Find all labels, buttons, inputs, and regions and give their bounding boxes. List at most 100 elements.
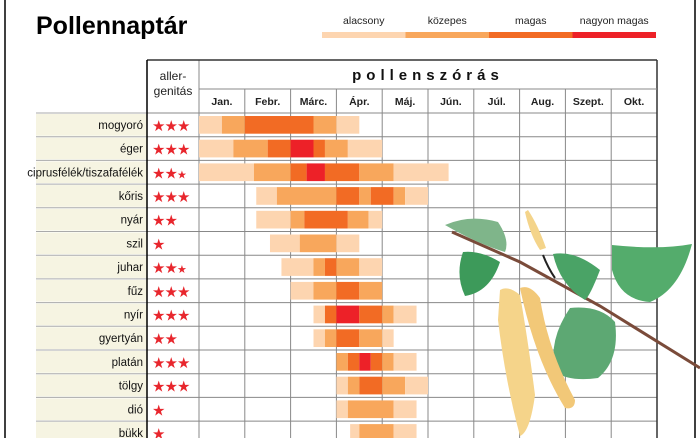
star-icon: ★ bbox=[177, 142, 190, 159]
pollen-bar-mid bbox=[347, 376, 360, 395]
label-cell-bg bbox=[36, 232, 147, 255]
pollen-bar-low bbox=[405, 376, 428, 395]
pollen-bar-low bbox=[269, 234, 300, 253]
pollen-bar-low bbox=[393, 400, 417, 419]
star-icon: ★ bbox=[165, 331, 178, 348]
pollen-bar-mid bbox=[359, 187, 371, 205]
star-icon: ★ bbox=[165, 213, 178, 230]
pollen-bar-mid bbox=[299, 234, 337, 253]
plant-name: gyertyán bbox=[99, 333, 143, 345]
pollen-bar-mid bbox=[359, 163, 394, 182]
pollen-bar-low bbox=[347, 139, 383, 158]
month-label: Jan. bbox=[211, 96, 232, 108]
pollen-bar-low bbox=[199, 116, 222, 134]
star-icon: ★ bbox=[152, 402, 165, 419]
pollen-bar-low bbox=[290, 281, 314, 300]
pollen-bar-high bbox=[304, 210, 348, 229]
star-icon: ★ bbox=[152, 213, 165, 230]
pollen-bar-mid bbox=[313, 258, 325, 276]
pollen-bar-mid bbox=[324, 329, 337, 347]
birch-branch-illustration bbox=[445, 210, 700, 436]
star-icon: ★ bbox=[152, 165, 165, 182]
month-label: Aug. bbox=[531, 96, 554, 108]
plant-name: platán bbox=[112, 357, 143, 369]
legend-label-low: alacsony bbox=[343, 15, 385, 27]
plant-name: tölgy bbox=[119, 381, 144, 393]
legend-swatch-high bbox=[489, 32, 573, 38]
allergen-header-2: genitás bbox=[154, 84, 193, 98]
label-cell-bg bbox=[36, 208, 147, 231]
pollen-bar-low bbox=[393, 424, 417, 438]
pollen-bar-low bbox=[256, 210, 291, 229]
pollen-bar-high bbox=[313, 139, 325, 158]
pollen-bar-mid bbox=[393, 187, 406, 205]
pollen-bar-very bbox=[306, 163, 325, 182]
pollen-bar-mid bbox=[290, 210, 305, 229]
plant-name: szil bbox=[126, 238, 143, 250]
star-icon: ★ bbox=[165, 260, 178, 277]
pollen-bar-mid bbox=[359, 424, 394, 438]
pollen-bar-low bbox=[336, 234, 360, 253]
label-cell-bg bbox=[36, 398, 147, 421]
month-label: Júl. bbox=[488, 96, 506, 108]
bars bbox=[199, 116, 449, 438]
label-cell-bg bbox=[36, 327, 147, 349]
grid: aller-genitás pollenszórás Jan. Febr. Márc. Á… bbox=[36, 59, 658, 438]
legend-swatch-mid bbox=[405, 32, 489, 38]
pollen-bar-mid bbox=[336, 353, 348, 371]
legend-swatch-very bbox=[572, 32, 656, 38]
pollen-bar-low bbox=[336, 116, 360, 134]
pollen-bar-high bbox=[290, 163, 307, 182]
label-cell-bg bbox=[36, 422, 147, 438]
star-icon: ★ bbox=[165, 284, 178, 301]
pollen-bar-low bbox=[336, 376, 348, 395]
legend-swatch-low bbox=[322, 32, 406, 38]
pollen-bar-low bbox=[359, 258, 383, 276]
plant-name: nyár bbox=[121, 215, 144, 227]
pollen-bar-mid bbox=[382, 353, 394, 371]
month-label: Febr. bbox=[255, 96, 280, 108]
star-icon: ★ bbox=[152, 331, 165, 348]
pollen-bar-high bbox=[347, 353, 360, 371]
star-icon: ★ bbox=[165, 189, 178, 206]
month-label: Ápr. bbox=[349, 95, 370, 108]
pollen-bar-low bbox=[336, 400, 348, 419]
pollen-bar-low bbox=[405, 187, 428, 205]
star-icon: ★ bbox=[152, 142, 165, 159]
label-cell-bg bbox=[36, 303, 147, 326]
star-icon: ★ bbox=[165, 355, 178, 372]
month-label: Máj. bbox=[395, 96, 416, 108]
star-icon: ★ bbox=[152, 284, 165, 301]
pollen-bar-mid bbox=[313, 281, 337, 300]
month-label: Okt. bbox=[624, 96, 645, 108]
pollen-bar-high bbox=[359, 305, 383, 324]
plant-name: nyír bbox=[124, 309, 143, 321]
star-icon: ★ bbox=[152, 189, 165, 206]
pollen-bar-high bbox=[359, 376, 383, 395]
pollen-bar-low bbox=[393, 305, 417, 324]
pollen-bar-very bbox=[359, 353, 371, 371]
pollen-bar-high bbox=[370, 353, 383, 371]
half-star-icon: ★ bbox=[177, 169, 187, 181]
star-icon: ★ bbox=[152, 260, 165, 277]
pollen-bar-low bbox=[393, 353, 417, 371]
label-cell-bg bbox=[36, 374, 147, 397]
star-icon: ★ bbox=[152, 118, 165, 135]
label-cell-bg bbox=[36, 185, 147, 207]
pollen-bar-low bbox=[382, 329, 394, 347]
plant-name: fűz bbox=[128, 286, 144, 298]
pollen-bar-low bbox=[199, 163, 254, 182]
pollen-bar-mid bbox=[359, 329, 383, 347]
star-icon: ★ bbox=[152, 426, 165, 438]
pollen-bar-mid bbox=[313, 116, 337, 134]
star-icon: ★ bbox=[165, 142, 178, 159]
month-label: Szept. bbox=[573, 96, 604, 108]
chart-title: Pollennaptár bbox=[36, 12, 188, 40]
plant-name: éger bbox=[120, 144, 143, 156]
label-cell-bg bbox=[36, 256, 147, 278]
star-icon: ★ bbox=[177, 355, 190, 372]
plant-name: bükk bbox=[119, 428, 144, 438]
half-star-icon: ★ bbox=[177, 264, 187, 276]
star-icon: ★ bbox=[165, 307, 178, 324]
label-cell-bg bbox=[36, 279, 147, 302]
